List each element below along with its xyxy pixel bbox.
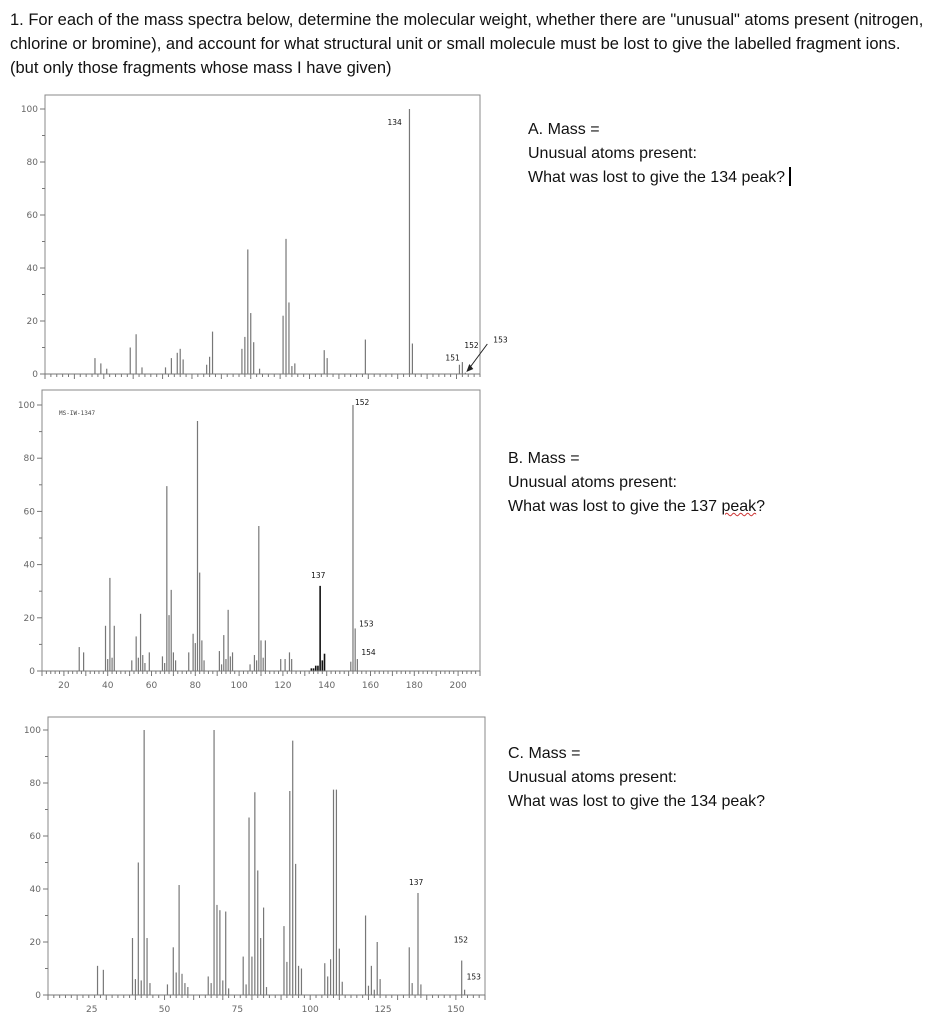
x-tick-label: 80 — [190, 681, 202, 691]
peak-label: 152 — [355, 398, 370, 407]
x-tick-label: 200 — [450, 681, 467, 691]
lost-word: peak — [741, 169, 777, 186]
peak-label: 153 — [359, 619, 374, 628]
x-tick-label: 140 — [318, 681, 335, 691]
y-tick-label: 0 — [32, 370, 38, 380]
unusual-prompt-c: Unusual atoms present: — [508, 769, 677, 786]
y-tick-label: 80 — [27, 158, 39, 168]
mass-prompt-b: B. Mass = — [508, 450, 580, 467]
answer-block-c[interactable]: C. Mass = Unusual atoms present: What wa… — [508, 742, 765, 814]
x-tick-label: 120 — [274, 681, 291, 691]
x-tick-label: 50 — [159, 1005, 171, 1015]
y-tick-label: 100 — [18, 401, 35, 411]
y-tick-label: 60 — [30, 832, 42, 842]
y-tick-label: 20 — [27, 317, 39, 327]
mass-prompt-c: C. Mass = — [508, 745, 581, 762]
peak-label: 137 — [311, 571, 326, 580]
x-tick-label: 180 — [406, 681, 423, 691]
plot-frame — [41, 389, 481, 672]
unusual-prompt-b: Unusual atoms present: — [508, 474, 677, 491]
lost-prompt-c: What was lost to give the 134 peak? — [508, 790, 765, 814]
x-tick-label: 40 — [102, 681, 114, 691]
lost-suffix: ? — [756, 498, 766, 515]
y-tick-label: 20 — [30, 938, 42, 948]
peak-label: 151 — [445, 354, 460, 363]
y-tick-label: 100 — [24, 726, 41, 736]
y-tick-label: 40 — [30, 885, 42, 895]
lost-suffix: ? — [756, 793, 766, 810]
lost-prefix: What was lost to give the 134 — [508, 793, 722, 810]
lost-word: peak — [721, 793, 757, 810]
lost-prompt-b: What was lost to give the 137 peak? — [508, 495, 765, 519]
spectrum-c-chart: 0 20 40 60 80 100 25 50 75 100 125 150 137 152 153 — [24, 716, 486, 1015]
spectrum-id-label: MS-IW-1347 — [59, 410, 96, 417]
text-cursor — [789, 167, 791, 186]
lost-suffix: ? — [776, 169, 786, 186]
peak-label: 154 — [361, 648, 376, 657]
y-tick-label: 60 — [24, 507, 36, 517]
x-tick-label: 100 — [231, 681, 248, 691]
lost-prefix: What was lost to give the 137 — [508, 498, 722, 515]
peak-label: 152 — [454, 936, 469, 945]
question-text: 1. For each of the mass spectra below, d… — [10, 11, 924, 77]
y-tick-label: 0 — [29, 667, 35, 677]
peak-label: 153 — [467, 973, 482, 982]
peak-label: 153 — [493, 336, 508, 345]
x-tick-label: 20 — [58, 681, 70, 691]
peak-label: 137 — [409, 878, 424, 887]
peak-label: 152 — [464, 341, 479, 350]
lost-prompt-a: What was lost to give the 134 peak? — [528, 166, 791, 190]
answer-block-a[interactable]: A. Mass = Unusual atoms present: What wa… — [528, 118, 791, 190]
y-tick-label: 80 — [30, 779, 42, 789]
x-tick-label: 125 — [374, 1005, 391, 1015]
answer-block-b[interactable]: B. Mass = Unusual atoms present: What wa… — [508, 447, 765, 519]
x-tick-label: 160 — [362, 681, 379, 691]
x-tick-label: 25 — [86, 1005, 97, 1015]
peak-label: 134 — [387, 118, 402, 127]
plot-frame — [44, 94, 481, 375]
spectrum-b-chart: 0 20 40 60 80 100 20 40 60 80 100 120 140 160 180 200 MS… — [18, 389, 481, 691]
plot-frame — [47, 716, 486, 996]
y-tick-label: 0 — [35, 991, 41, 1001]
x-tick-label: 100 — [302, 1005, 319, 1015]
spellcheck-word: peak — [721, 498, 757, 515]
y-tick-label: 60 — [27, 211, 39, 221]
mass-prompt-a: A. Mass = — [528, 121, 600, 138]
arrow-head-icon — [466, 364, 474, 372]
y-tick-label: 100 — [21, 105, 38, 115]
y-tick-label: 20 — [24, 614, 36, 624]
spectrum-a-chart: 0 20 40 60 80 100 134 151 152 153 — [21, 94, 508, 380]
x-tick-label: 60 — [146, 681, 158, 691]
y-tick-label: 40 — [24, 561, 36, 571]
y-tick-label: 40 — [27, 264, 39, 274]
lost-prefix: What was lost to give the 134 — [528, 169, 742, 186]
y-tick-label: 80 — [24, 454, 36, 464]
x-tick-label: 150 — [447, 1005, 464, 1015]
unusual-prompt-a: Unusual atoms present: — [528, 145, 697, 162]
x-tick-label: 75 — [232, 1005, 243, 1015]
